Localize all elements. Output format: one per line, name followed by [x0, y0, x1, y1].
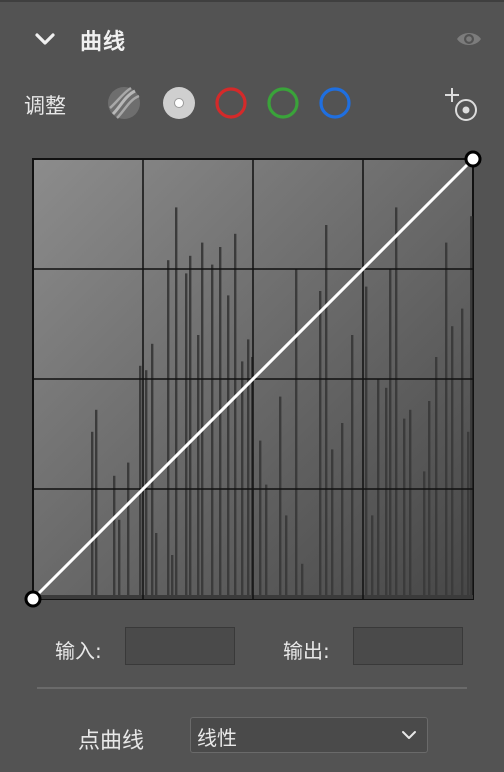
curve-point-white[interactable]	[464, 150, 482, 168]
histogram-bar	[295, 269, 298, 599]
histogram-bar	[403, 418, 406, 599]
histogram-bar	[365, 286, 368, 599]
histogram-bar	[127, 462, 130, 599]
histogram-bar	[219, 247, 222, 599]
histogram-bar	[279, 396, 282, 599]
histogram-bar	[371, 515, 374, 599]
blue-channel-icon[interactable]	[318, 86, 352, 120]
histogram-bar	[325, 225, 328, 599]
histogram-bar	[227, 295, 230, 599]
histogram-bar	[409, 409, 412, 599]
histogram-bar	[451, 326, 454, 599]
section-divider	[37, 687, 467, 689]
eye-icon[interactable]	[455, 28, 483, 50]
curve-type-value: 线性	[197, 726, 237, 750]
histogram-bar	[341, 423, 344, 599]
input-output-row: 输入: 输出:	[0, 627, 504, 669]
histogram-bar	[234, 233, 237, 600]
histogram-bar	[319, 291, 322, 599]
histogram-bar	[189, 255, 192, 600]
output-field[interactable]	[353, 627, 463, 665]
histogram-bar	[389, 269, 392, 599]
histogram-bar	[167, 260, 170, 599]
adjust-row: 调整	[0, 82, 504, 126]
output-label: 输出:	[283, 639, 330, 663]
histogram-bar	[423, 471, 426, 599]
histogram-bar	[470, 216, 473, 599]
adjust-label: 调整	[24, 94, 66, 118]
panel-header: 曲线	[0, 20, 504, 60]
histogram-bar	[241, 361, 244, 599]
auto-curves-icon[interactable]	[107, 86, 141, 120]
panel-title: 曲线	[80, 30, 127, 55]
histogram-bar	[265, 484, 268, 599]
histogram-bar	[351, 335, 354, 599]
histogram-bar	[201, 242, 204, 599]
histogram-bar	[151, 343, 154, 599]
histogram-bar	[461, 308, 464, 599]
histogram-bar	[95, 409, 98, 599]
curve-type-label: 点曲线	[78, 729, 145, 754]
histogram-bar	[197, 335, 200, 599]
histogram-bar	[259, 440, 262, 599]
input-label: 输入:	[55, 639, 102, 663]
curve-graph-canvas[interactable]	[20, 150, 490, 612]
curve-line[interactable]	[31, 157, 475, 601]
targeted-adjustment-icon[interactable]	[441, 86, 483, 124]
histogram-bar	[428, 401, 431, 599]
input-field[interactable]	[125, 627, 235, 665]
histogram-bar	[185, 273, 188, 599]
histogram-bar	[118, 519, 121, 599]
top-divider	[0, 0, 504, 2]
red-channel-icon[interactable]	[214, 86, 248, 120]
green-channel-icon[interactable]	[266, 86, 300, 120]
histogram-bar	[175, 207, 178, 599]
histogram-bar	[331, 449, 334, 599]
histogram-bar	[113, 475, 116, 599]
histogram-bar	[285, 515, 288, 599]
curve-graph[interactable]	[20, 150, 490, 612]
histogram-bar	[435, 357, 438, 599]
histogram-bar	[395, 207, 398, 599]
chevron-down-icon[interactable]	[34, 30, 56, 48]
histogram-bar	[211, 264, 214, 599]
histogram-bar	[251, 357, 254, 599]
histogram-bar	[445, 242, 448, 599]
histogram-bar	[91, 431, 94, 599]
histogram-bar	[301, 563, 304, 599]
histogram-bar	[247, 339, 250, 599]
curve-type-select[interactable]: 线性	[190, 717, 428, 753]
rgb-channel-icon[interactable]	[162, 86, 196, 120]
chevron-down-icon	[402, 731, 416, 739]
histogram-bar	[171, 555, 174, 599]
curve-point-black[interactable]	[24, 590, 42, 608]
histogram-bar	[385, 387, 388, 599]
curve-type-row: 点曲线 线性	[0, 715, 504, 755]
histogram-bar	[155, 533, 158, 599]
histogram-bar	[467, 431, 470, 599]
histogram-bar	[139, 365, 142, 599]
